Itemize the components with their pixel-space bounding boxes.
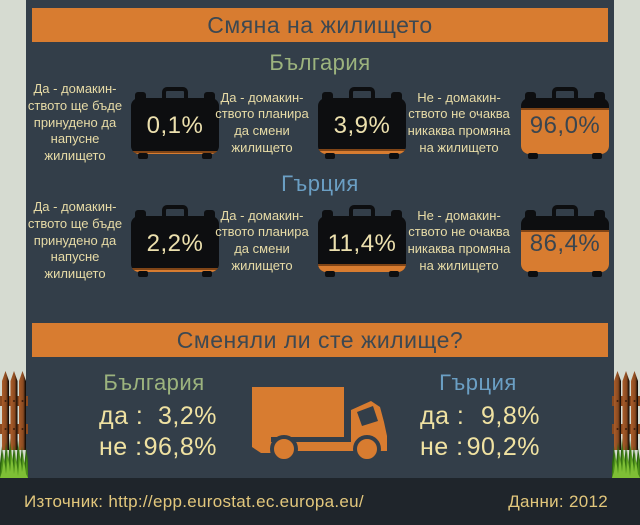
suitcase-fill-level bbox=[131, 267, 219, 272]
stat-group: Да - домакин- ството ще бъде принудено д… bbox=[26, 81, 219, 163]
truck-icon bbox=[252, 387, 387, 463]
question-title: Сменяли ли сте жилище? bbox=[176, 326, 464, 353]
stat-group: Да - домакин- ството ще бъде принудено д… bbox=[26, 199, 219, 281]
suitcase-foot-icon bbox=[528, 271, 538, 277]
suitcase-lug-icon bbox=[525, 92, 536, 101]
suitcase-lug-icon bbox=[525, 210, 536, 219]
answer-label: да : bbox=[99, 402, 144, 430]
suitcase-icon: 2,2% bbox=[131, 204, 219, 278]
stat-value: 3,9% bbox=[333, 112, 391, 139]
stat-label: Да - домакин- ството планира да смени жи… bbox=[215, 207, 309, 273]
suitcase-lug-icon bbox=[594, 92, 605, 101]
suitcase-body: 0,1% bbox=[131, 98, 219, 154]
suitcase-icon: 86,4% bbox=[521, 204, 609, 278]
suitcase-foot-icon bbox=[325, 271, 335, 277]
suitcase-icon: 11,4% bbox=[318, 204, 406, 278]
suitcase-icon: 0,1% bbox=[131, 86, 219, 160]
bottom-heading-greece: Гърция bbox=[439, 370, 517, 395]
suitcase-foot-icon bbox=[202, 271, 212, 277]
stat-label: Не - домакин- ството не очаква никаква п… bbox=[407, 207, 511, 273]
suitcase-lug-icon bbox=[204, 210, 215, 219]
suitcase-lug-icon bbox=[391, 92, 402, 101]
suitcase-lug-icon bbox=[204, 92, 215, 101]
footer-bar: Източник: http://epp.eurostat.ec.europa.… bbox=[0, 478, 640, 525]
suitcase-lug-icon bbox=[594, 210, 605, 219]
suitcase-fill-level bbox=[521, 107, 609, 154]
suitcase-lug-icon bbox=[135, 92, 146, 101]
heading-bulgaria: България bbox=[269, 50, 371, 75]
stat-value: 86,4% bbox=[529, 230, 601, 257]
suitcase-body: 2,2% bbox=[131, 216, 219, 272]
suitcase-foot-icon bbox=[528, 153, 538, 159]
suitcase-lug-icon bbox=[391, 210, 402, 219]
suitcase-icon: 3,9% bbox=[318, 86, 406, 160]
suitcase-foot-icon bbox=[389, 153, 399, 159]
stat-value: 11,4% bbox=[327, 230, 397, 257]
suitcase-fill-level bbox=[521, 229, 609, 272]
suitcase-foot-icon bbox=[592, 271, 602, 277]
suitcase-fill-level bbox=[318, 263, 406, 272]
suitcase-fill-level bbox=[318, 148, 406, 154]
answer-value: 3,2% bbox=[158, 402, 217, 430]
heading-greece: Гърция bbox=[281, 171, 359, 196]
stat-value: 96,0% bbox=[529, 112, 601, 139]
suitcase-fill-level bbox=[131, 150, 219, 154]
stat-group: Да - домакин- ството планира да смени жи… bbox=[214, 84, 406, 162]
suitcase-lug-icon bbox=[135, 210, 146, 219]
fence-icon bbox=[612, 371, 640, 478]
answer-value: 96,8% bbox=[143, 433, 217, 461]
suitcase-icon: 96,0% bbox=[521, 86, 609, 160]
moved-stats-greece: да : 9,8% не : 90,2% bbox=[420, 401, 540, 462]
stat-group: Не - домакин- ството не очаква никаква п… bbox=[402, 84, 610, 162]
data-year: Данни: 2012 bbox=[508, 491, 608, 511]
stat-value: 2,2% bbox=[146, 230, 204, 257]
suitcase-foot-icon bbox=[138, 153, 148, 159]
stat-group: Да - домакин- ството планира да смени жи… bbox=[214, 202, 406, 280]
suitcase-foot-icon bbox=[592, 153, 602, 159]
bottom-heading-bulgaria: България bbox=[103, 370, 205, 395]
suitcase-lug-icon bbox=[322, 92, 333, 101]
stat-label: Да - домакин- ството ще бъде принудено д… bbox=[27, 81, 123, 163]
question-banner: Сменяли ли сте жилище? bbox=[32, 323, 608, 357]
suitcase-lug-icon bbox=[322, 210, 333, 219]
suitcase-body: 11,4% bbox=[318, 216, 406, 272]
moved-stats-bulgaria: да : 3,2% не : 96,8% bbox=[99, 401, 217, 462]
answer-value: 9,8% bbox=[481, 402, 540, 430]
answer-label: не : bbox=[99, 433, 143, 461]
suitcase-foot-icon bbox=[325, 153, 335, 159]
stat-value: 0,1% bbox=[146, 112, 204, 139]
page-title: Смяна на жилището bbox=[207, 11, 433, 38]
suitcase-foot-icon bbox=[389, 271, 399, 277]
answer-value: 90,2% bbox=[466, 433, 540, 461]
source-link[interactable]: Източник: http://epp.eurostat.ec.europa.… bbox=[24, 491, 364, 511]
stat-group: Не - домакин- ството не очаква никаква п… bbox=[402, 202, 610, 280]
answer-label: не : bbox=[420, 433, 464, 461]
suitcase-foot-icon bbox=[138, 271, 148, 277]
fence-icon bbox=[0, 371, 28, 478]
suitcase-body: 86,4% bbox=[521, 216, 609, 272]
stat-label: Да - домакин- ството ще бъде принудено д… bbox=[27, 199, 123, 281]
suitcase-body: 3,9% bbox=[318, 98, 406, 154]
answer-label: да : bbox=[420, 402, 465, 430]
stat-label: Не - домакин- ството не очаква никаква п… bbox=[407, 89, 511, 155]
stat-label: Да - домакин- ството планира да смени жи… bbox=[215, 89, 309, 155]
title-banner: Смяна на жилището bbox=[32, 8, 608, 42]
suitcase-foot-icon bbox=[202, 153, 212, 159]
suitcase-body: 96,0% bbox=[521, 98, 609, 154]
